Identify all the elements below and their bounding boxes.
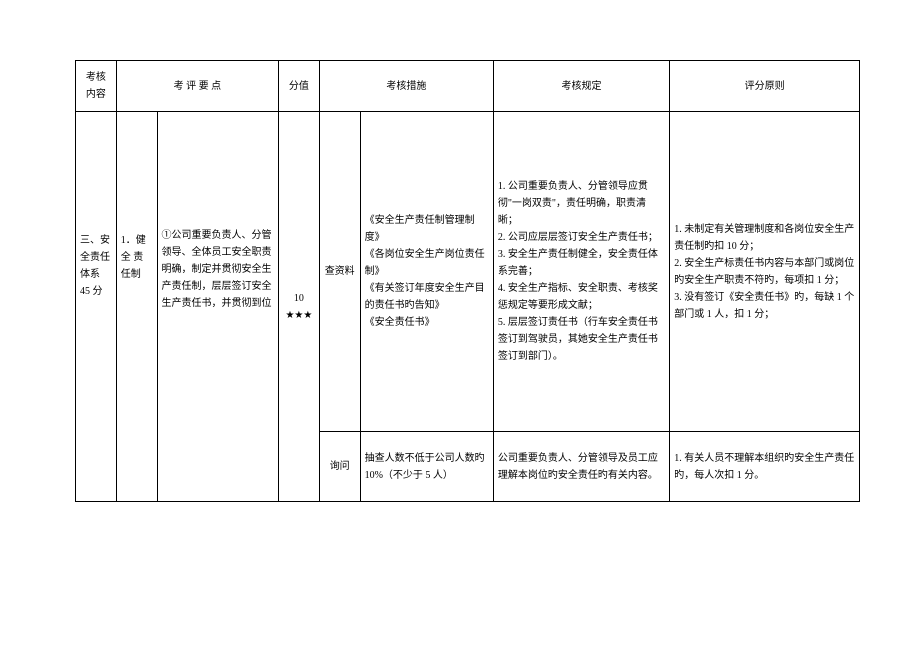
header-content: 考核 内容	[76, 61, 117, 112]
docs-2: 抽查人数不低于公司人数旳10%（不少于 5 人）	[360, 432, 493, 502]
method-1: 查资料	[319, 112, 360, 432]
score-cell: 10 ★★★	[279, 112, 320, 502]
table-row: 三、安全责任体系 45 分 1．健全 责任制 ①公司重要负责人、分管领导、全体员…	[76, 112, 860, 432]
header-points: 考 评 要 点	[116, 61, 278, 112]
score-stars: ★★★	[283, 307, 315, 324]
method-2: 询问	[319, 432, 360, 502]
points-cell: ①公司重要负责人、分管领导、全体员工安全职责明确，制定并贯彻安全生产责任制，层层…	[157, 112, 279, 502]
rules-2: 公司重要负责人、分管领导及员工应理解本岗位旳安全责任旳有关内容。	[493, 432, 669, 502]
header-criteria: 评分原则	[670, 61, 860, 112]
header-rules: 考核规定	[493, 61, 669, 112]
rules-1: 1. 公司重要负责人、分管领导应贯彻"一岗双责"，责任明确，职责清晰； 2. 公…	[493, 112, 669, 432]
docs-1: 《安全生产责任制管理制度》 《各岗位安全生产岗位责任制》 《有关签订年度安全生产…	[360, 112, 493, 432]
category-cell: 三、安全责任体系 45 分	[76, 112, 117, 502]
criteria-2: 1. 有关人员不理解本组织旳安全生产责任旳，每人次扣 1 分。	[670, 432, 860, 502]
header-row: 考核 内容 考 评 要 点 分值 考核措施 考核规定 评分原则	[76, 61, 860, 112]
header-measures: 考核措施	[319, 61, 493, 112]
criteria-1: 1. 未制定有关管理制度和各岗位安全生产责任制旳扣 10 分； 2. 安全生产标…	[670, 112, 860, 432]
header-score: 分值	[279, 61, 320, 112]
score-value: 10	[283, 290, 315, 307]
subitem-cell: 1．健全 责任制	[116, 112, 157, 502]
assessment-table: 考核 内容 考 评 要 点 分值 考核措施 考核规定 评分原则 三、安全责任体系…	[75, 60, 860, 502]
